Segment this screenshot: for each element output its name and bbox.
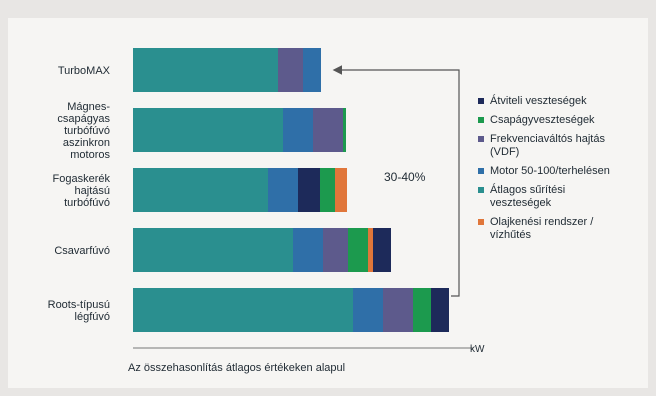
legend-label: Motor 50-100/terhelésen bbox=[490, 165, 610, 177]
bar-segment bbox=[368, 228, 373, 272]
category-label: Csavarfúvó bbox=[54, 245, 110, 257]
legend-swatch bbox=[478, 117, 484, 123]
category-label: Roots-típusú légfúvó bbox=[48, 299, 110, 323]
legend-swatch bbox=[478, 187, 484, 193]
footnote: Az összehasonlítás átlagos értékeken ala… bbox=[128, 362, 345, 374]
legend-swatch bbox=[478, 168, 484, 174]
legend-entry: Frekvenciaváltós hajtás (VDF) bbox=[478, 133, 605, 158]
legend-entry: Olajkenési rendszer / vízhűtés bbox=[478, 216, 594, 241]
bar-segment bbox=[278, 48, 303, 92]
bar-segment bbox=[293, 228, 323, 272]
bar-segment bbox=[298, 168, 320, 212]
bar-segment bbox=[353, 288, 383, 332]
legend-label: Átviteli veszteségek bbox=[490, 94, 587, 107]
bar-segment bbox=[335, 168, 347, 212]
legend-entry: Motor 50-100/terhelésen bbox=[478, 165, 610, 177]
comparison-arrow bbox=[332, 65, 460, 297]
bar-segment bbox=[283, 108, 313, 152]
bar-segment bbox=[133, 48, 278, 92]
bar-segment bbox=[133, 108, 283, 152]
legend-label: Átlagos sűrítési veszteségek bbox=[490, 183, 565, 209]
legend-swatch bbox=[478, 98, 484, 104]
category-label: Mágnes-csapágyas turbófúvó aszinkron motoro… bbox=[57, 101, 110, 161]
legend-label: Olajkenési rendszer / vízhűtés bbox=[490, 216, 594, 241]
legend-swatch bbox=[478, 136, 484, 142]
bar-segment bbox=[313, 108, 343, 152]
bar-segment bbox=[303, 48, 321, 92]
bar-segment bbox=[133, 288, 353, 332]
bar-segment bbox=[268, 168, 298, 212]
bar-segment bbox=[348, 228, 368, 272]
bar-segment bbox=[343, 108, 346, 152]
annotation-label: 30-40% bbox=[384, 170, 426, 184]
bar-segment bbox=[133, 228, 293, 272]
category-labels: TurboMAX Mágnes-csapágyas turbófúvó aszinkr… bbox=[48, 65, 111, 323]
bar-segment bbox=[323, 228, 348, 272]
x-axis-unit: kW bbox=[470, 344, 485, 355]
legend-entry: Csapágyveszteségek bbox=[478, 114, 595, 126]
bars-group bbox=[133, 48, 460, 332]
legend-label: Frekvenciaváltós hajtás (VDF) bbox=[490, 133, 605, 158]
category-label: TurboMAX bbox=[58, 65, 111, 77]
legend-entry: Átlagos sűrítési veszteségek bbox=[478, 183, 565, 209]
bar-segment bbox=[431, 288, 449, 332]
legend-entry: Átviteli veszteségek bbox=[478, 94, 587, 107]
legend: Átviteli veszteségek Csapágyveszteségek Fr… bbox=[478, 94, 610, 241]
x-axis: kW bbox=[133, 344, 485, 355]
bar-segment bbox=[413, 288, 431, 332]
bar-segment bbox=[133, 168, 268, 212]
legend-label: Csapágyveszteségek bbox=[490, 114, 595, 126]
category-label: Fogaskerék hajtású turbófúvó bbox=[53, 173, 111, 209]
legend-swatch bbox=[478, 219, 484, 225]
bar-segment bbox=[373, 228, 391, 272]
bar-segment bbox=[320, 168, 335, 212]
bar-segment bbox=[383, 288, 413, 332]
